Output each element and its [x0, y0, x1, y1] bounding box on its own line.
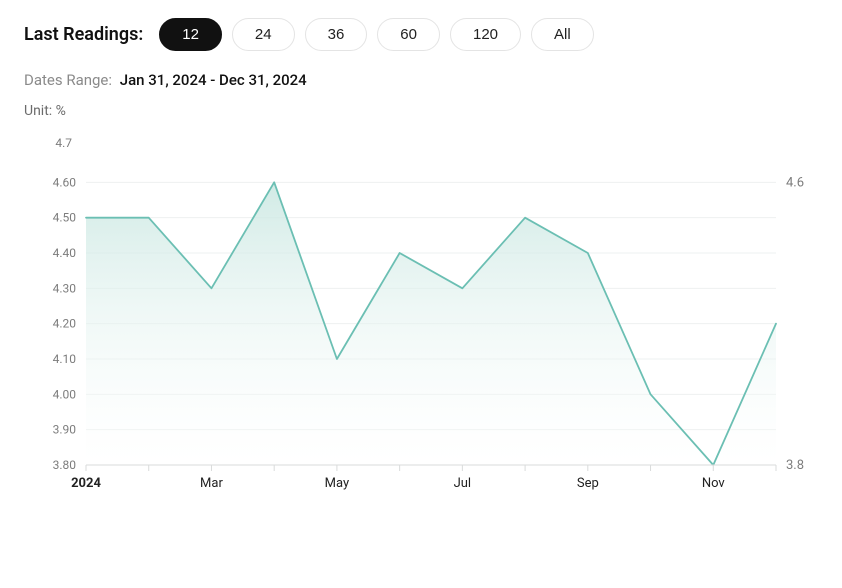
unit-row: Unit: %	[24, 103, 818, 119]
svg-text:3.90: 3.90	[53, 423, 77, 437]
svg-text:4.40: 4.40	[53, 246, 77, 260]
svg-text:4.30: 4.30	[53, 281, 77, 295]
svg-text:Mar: Mar	[200, 476, 223, 491]
readings-option-60[interactable]: 60	[377, 18, 440, 51]
svg-text:4.60: 4.60	[53, 175, 77, 189]
readings-options: 12 24 36 60 120 All	[159, 18, 593, 51]
svg-text:3.8: 3.8	[786, 458, 804, 473]
svg-text:Sep: Sep	[577, 476, 599, 491]
dates-range-label: Dates Range:	[24, 71, 112, 89]
svg-text:Nov: Nov	[702, 476, 726, 491]
readings-option-12[interactable]: 12	[159, 18, 222, 51]
unit-value: %	[56, 103, 66, 119]
readings-controls: Last Readings: 12 24 36 60 120 All	[24, 18, 818, 51]
chart-area: 4.7 4.60 4.50 4.40 4.30 4.20 4.10 4.00 3.90 3.80 2…	[24, 129, 818, 529]
svg-text:May: May	[325, 476, 349, 491]
svg-text:2024: 2024	[71, 476, 101, 491]
dates-range-value: Jan 31, 2024 - Dec 31, 2024	[120, 71, 307, 89]
svg-text:3.80: 3.80	[53, 458, 77, 472]
svg-text:Jul: Jul	[454, 476, 472, 491]
dates-range-row: Dates Range: Jan 31, 2024 - Dec 31, 2024	[24, 71, 818, 89]
svg-text:4.10: 4.10	[53, 352, 77, 366]
svg-text:4.00: 4.00	[53, 387, 77, 401]
readings-option-all[interactable]: All	[531, 18, 594, 51]
svg-text:4.20: 4.20	[53, 317, 77, 331]
readings-chart: 4.7 4.60 4.50 4.40 4.30 4.20 4.10 4.00 3.90 3.80 2…	[24, 129, 818, 529]
svg-text:4.6: 4.6	[786, 175, 804, 190]
readings-option-36[interactable]: 36	[305, 18, 368, 51]
svg-text:4.7: 4.7	[55, 136, 72, 150]
readings-option-24[interactable]: 24	[232, 18, 295, 51]
readings-option-120[interactable]: 120	[450, 18, 521, 51]
readings-label: Last Readings:	[24, 24, 143, 45]
svg-text:4.50: 4.50	[53, 211, 77, 225]
unit-label: Unit:	[24, 103, 52, 119]
